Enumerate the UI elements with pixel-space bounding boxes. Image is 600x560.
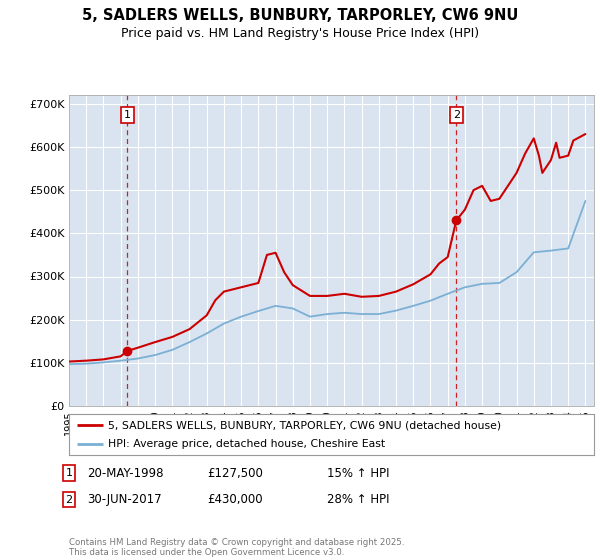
Text: 5, SADLERS WELLS, BUNBURY, TARPORLEY, CW6 9NU (detached house): 5, SADLERS WELLS, BUNBURY, TARPORLEY, CW… bbox=[109, 421, 502, 430]
Text: 30-JUN-2017: 30-JUN-2017 bbox=[87, 493, 161, 506]
Text: Price paid vs. HM Land Registry's House Price Index (HPI): Price paid vs. HM Land Registry's House … bbox=[121, 27, 479, 40]
Text: Contains HM Land Registry data © Crown copyright and database right 2025.
This d: Contains HM Land Registry data © Crown c… bbox=[69, 538, 404, 557]
Text: 28% ↑ HPI: 28% ↑ HPI bbox=[327, 493, 389, 506]
Text: 2: 2 bbox=[453, 110, 460, 120]
Text: £430,000: £430,000 bbox=[207, 493, 263, 506]
Text: 20-MAY-1998: 20-MAY-1998 bbox=[87, 466, 163, 480]
Text: HPI: Average price, detached house, Cheshire East: HPI: Average price, detached house, Ches… bbox=[109, 439, 386, 449]
Text: 5, SADLERS WELLS, BUNBURY, TARPORLEY, CW6 9NU: 5, SADLERS WELLS, BUNBURY, TARPORLEY, CW… bbox=[82, 8, 518, 24]
Text: £127,500: £127,500 bbox=[207, 466, 263, 480]
Text: 1: 1 bbox=[124, 110, 131, 120]
Text: 2: 2 bbox=[65, 494, 73, 505]
Text: 1: 1 bbox=[65, 468, 73, 478]
Text: 15% ↑ HPI: 15% ↑ HPI bbox=[327, 466, 389, 480]
